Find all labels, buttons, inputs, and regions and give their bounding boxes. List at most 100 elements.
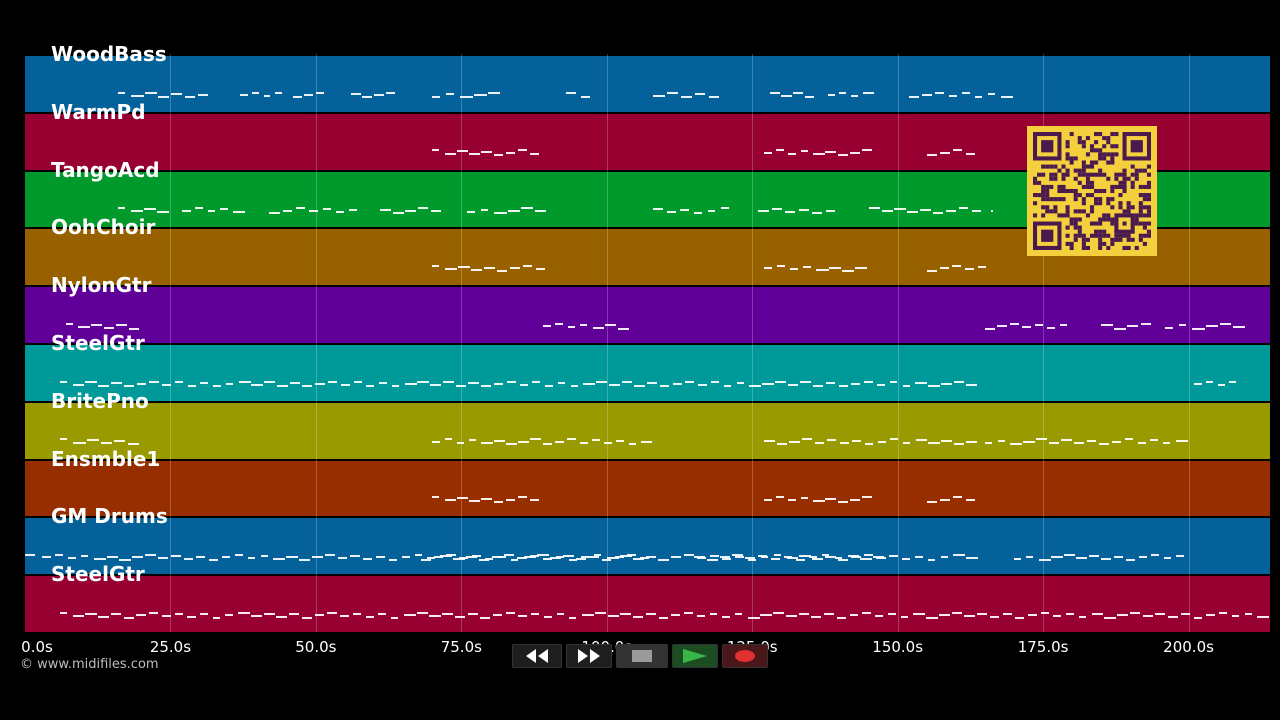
midi-note	[222, 556, 231, 559]
midi-note	[694, 555, 706, 558]
midi-note	[507, 209, 521, 212]
midi-note	[374, 94, 384, 96]
midi-note	[1027, 614, 1037, 617]
midi-note	[940, 556, 948, 559]
midi-note	[760, 614, 772, 617]
midi-note	[289, 613, 300, 616]
midi-note	[900, 615, 908, 618]
midi-note	[505, 443, 517, 446]
midi-note	[959, 207, 969, 210]
track-lanes: WoodBass WarmPd TangoAcd OohChoir NylonGtr St…	[25, 42, 1270, 632]
midi-note	[493, 383, 504, 385]
midi-note	[197, 94, 209, 96]
record-button[interactable]	[722, 644, 768, 668]
midi-note	[588, 555, 599, 558]
midi-note	[459, 557, 469, 560]
midi-note	[85, 612, 97, 615]
fast-forward-button[interactable]	[566, 644, 612, 668]
midi-note	[570, 385, 578, 388]
midi-note	[1138, 556, 1148, 559]
midi-note	[238, 611, 251, 614]
midi-note	[275, 92, 282, 95]
midi-note	[619, 554, 632, 557]
copyright-text: © www.midifiles.com	[20, 657, 159, 672]
midi-note	[1000, 96, 1014, 99]
track-lane[interactable]	[25, 285, 1270, 343]
track-name: SteelGtr	[51, 331, 145, 355]
time-tick-label: 50.0s	[295, 638, 337, 656]
midi-note	[149, 611, 159, 614]
midi-note	[328, 380, 338, 383]
midi-note	[865, 443, 874, 446]
midi-note	[127, 443, 139, 446]
midi-note	[614, 556, 624, 559]
midi-note	[65, 322, 73, 325]
midi-note	[1217, 383, 1225, 386]
midi-note	[1150, 439, 1158, 442]
midi-note	[264, 381, 276, 384]
midi-note	[997, 439, 1005, 442]
midi-note	[123, 616, 134, 619]
midi-note	[365, 615, 374, 618]
track-lane[interactable]	[25, 458, 1270, 517]
midi-note	[1165, 326, 1174, 329]
midi-note	[432, 149, 439, 152]
midi-note	[116, 324, 127, 327]
track-lane[interactable]	[25, 516, 1270, 575]
midi-note	[723, 384, 732, 387]
play-button[interactable]	[672, 644, 718, 668]
midi-note	[418, 207, 429, 210]
midi-note	[984, 442, 993, 445]
midi-note	[1192, 327, 1206, 330]
midi-note	[837, 500, 849, 503]
midi-note	[1047, 326, 1055, 329]
midi-note	[161, 614, 171, 617]
midi-note	[385, 91, 395, 94]
midi-note	[363, 557, 373, 560]
track-lane[interactable]	[25, 574, 1270, 632]
midi-note	[518, 614, 527, 617]
midi-note	[1127, 325, 1139, 328]
midi-note	[928, 385, 940, 388]
midi-note	[183, 557, 193, 560]
midi-note	[875, 614, 884, 617]
midi-note	[315, 383, 325, 385]
track-lane[interactable]	[25, 400, 1270, 459]
midi-note	[961, 92, 970, 95]
midi-note	[263, 612, 275, 615]
midi-note	[304, 94, 313, 96]
midi-note	[1163, 557, 1172, 560]
midi-note	[684, 611, 693, 614]
midi-note	[505, 151, 516, 154]
track-name: TangoAcd	[51, 157, 160, 182]
midi-note	[432, 496, 439, 499]
midi-note	[555, 440, 565, 443]
midi-note	[276, 384, 288, 387]
midi-note	[311, 556, 323, 559]
midi-note	[1163, 442, 1171, 445]
midi-note	[722, 615, 730, 618]
midi-note	[641, 440, 653, 443]
midi-note	[485, 557, 494, 560]
midi-note	[472, 554, 481, 557]
midi-note	[187, 615, 196, 618]
midi-note	[1063, 553, 1075, 556]
stop-button[interactable]	[616, 644, 668, 668]
midi-note	[876, 383, 885, 386]
midi-note	[460, 96, 474, 99]
midi-note	[914, 555, 923, 558]
midi-note	[735, 555, 744, 558]
track-lane[interactable]	[25, 54, 1270, 112]
track-lane[interactable]	[25, 343, 1270, 401]
rewind-button[interactable]	[512, 644, 562, 668]
midi-note	[825, 209, 835, 212]
midi-note	[1086, 439, 1097, 442]
midi-note	[1140, 322, 1151, 325]
midi-note	[803, 265, 811, 268]
midi-note	[392, 211, 404, 214]
midi-note	[505, 611, 515, 614]
midi-note	[868, 207, 881, 210]
midi-note	[829, 266, 842, 269]
midi-note	[260, 554, 268, 557]
midi-note	[234, 553, 243, 556]
